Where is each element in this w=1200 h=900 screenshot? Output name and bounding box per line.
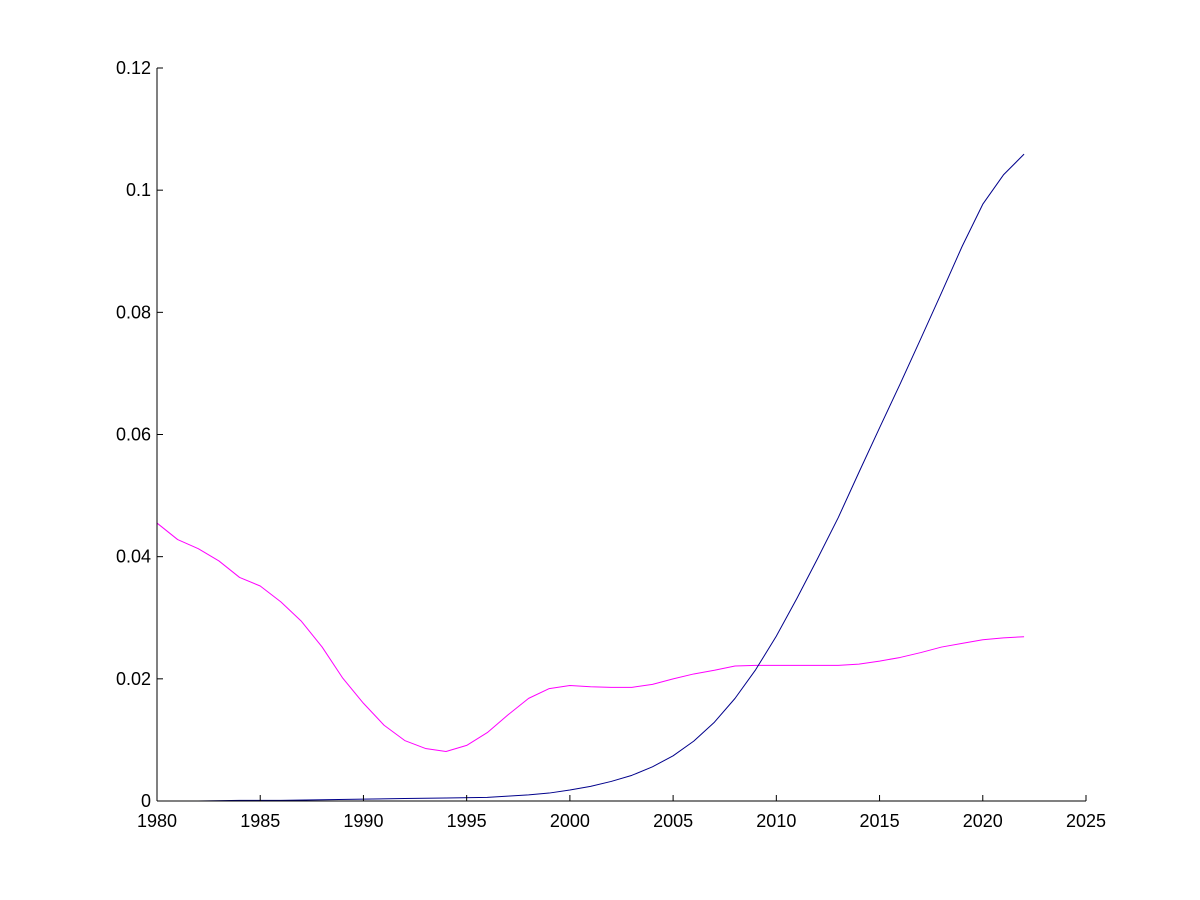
y-tick-label: 0.1 (126, 180, 151, 200)
x-tick-label: 1980 (137, 811, 177, 831)
x-axis-ticks: 1980 1985 1990 1995 2000 2005 2010 2015 2020 2025 (137, 795, 1106, 831)
y-tick-label: 0.02 (116, 669, 151, 689)
x-tick-label: 2025 (1066, 811, 1106, 831)
axes-layer: 1980 1985 1990 1995 2000 2005 2010 2015 2020 2025… (116, 58, 1106, 831)
x-tick-label: 2010 (756, 811, 796, 831)
y-tick-label: 0.06 (116, 425, 151, 445)
x-tick-label: 1985 (240, 811, 280, 831)
y-axis-ticks: 0 0.02 0.04 0.06 0.08 0.1 0.12 (116, 58, 163, 811)
x-tick-label: 2000 (550, 811, 590, 831)
y-tick-label: 0.12 (116, 58, 151, 78)
y-tick-label: 0.04 (116, 547, 151, 567)
y-tick-label: 0 (141, 791, 151, 811)
series-line-1 (156, 522, 1025, 753)
series-layer (156, 153, 1025, 802)
x-tick-label: 1995 (447, 811, 487, 831)
x-tick-label: 2005 (653, 811, 693, 831)
x-tick-label: 2015 (860, 811, 900, 831)
y-tick-label: 0.08 (116, 302, 151, 322)
x-tick-label: 2020 (963, 811, 1003, 831)
x-tick-label: 1990 (343, 811, 383, 831)
series-line-2 (157, 153, 1025, 802)
